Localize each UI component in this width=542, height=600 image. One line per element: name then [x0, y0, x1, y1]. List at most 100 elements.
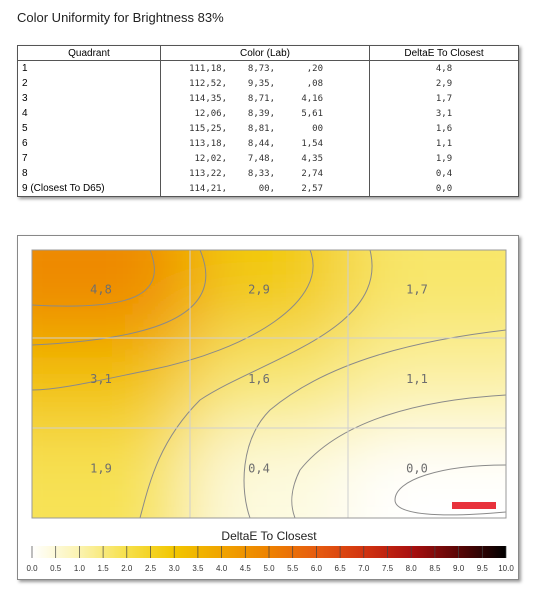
- value-label: 0,4: [248, 461, 270, 475]
- colorbar-tick-label: 2.5: [145, 564, 157, 573]
- lab-value: ,08: [306, 78, 323, 89]
- heat-cell: [190, 339, 348, 429]
- deltae-cell: 1,6: [369, 121, 519, 136]
- table-row: 9 (Closest To D65) 114,21, 00, 2,57 0,0: [17, 181, 519, 197]
- colorbar-tick-label: 0.5: [50, 564, 62, 573]
- table-row: 8 113,22, 8,33, 2,74 0,4: [17, 166, 519, 181]
- deltae-cell: 4,8: [369, 60, 519, 76]
- lab-value: 5,61: [301, 108, 323, 119]
- heat-cell: [348, 339, 506, 429]
- value-label: 1,6: [248, 372, 270, 386]
- lab-value: 12,02,: [194, 153, 227, 164]
- uniformity-table: Quadrant Color (Lab) DeltaE To Closest 1…: [17, 45, 519, 197]
- lab-value: 8,73,: [247, 63, 275, 74]
- deltae-cell: 1,9: [369, 151, 519, 166]
- contour: [291, 394, 506, 518]
- contour: [139, 250, 373, 518]
- color-cell: 112,52, 9,35, ,08: [160, 76, 370, 91]
- colorbar-tick-label: 2.0: [121, 564, 133, 573]
- colorbar-tick-label: 6.5: [335, 564, 347, 573]
- colorbar-tick-label: 0.0: [26, 564, 38, 573]
- colorbar-tick-label: 3.5: [192, 564, 204, 573]
- contours: [32, 250, 506, 518]
- value-label: 4,8: [90, 283, 112, 297]
- color-cell: 113,18, 8,44, 1,54: [160, 136, 370, 151]
- lab-value: 4,35: [301, 153, 323, 164]
- heatmap-area: [32, 250, 506, 518]
- lab-value: 114,35,: [189, 93, 227, 104]
- lab-value: 112,52,: [189, 78, 227, 89]
- colorbar-tick-label: 7.5: [382, 564, 394, 573]
- colorbar-tick-label: 1.0: [74, 564, 86, 573]
- contour: [32, 250, 155, 307]
- lab-value: 2,74: [301, 168, 323, 179]
- lab-value: 113,18,: [189, 138, 227, 149]
- table-row: 3 114,35, 8,71, 4,16 1,7: [17, 91, 519, 106]
- colorbar-title: DeltaE To Closest: [221, 529, 317, 543]
- header-row: Quadrant Color (Lab) DeltaE To Closest: [17, 45, 519, 61]
- colorbar-tick-label: 3.0: [169, 564, 181, 573]
- header-cell: DeltaE To Closest: [369, 45, 519, 61]
- value-label: 1,7: [406, 283, 428, 297]
- heat-cell: [32, 428, 190, 518]
- lab-value: 111,18,: [189, 63, 227, 74]
- lab-value: 9,35,: [247, 78, 275, 89]
- lab-value: 113,22,: [189, 168, 227, 179]
- colorbar-tick-label: 4.0: [216, 564, 228, 573]
- heat-cell: [348, 250, 506, 340]
- marker: [452, 502, 496, 509]
- lab-value: 1,54: [301, 138, 323, 149]
- lab-value: ,20: [306, 63, 323, 74]
- lab-value: 12,06,: [194, 108, 227, 119]
- lab-value: 8,81,: [247, 123, 275, 134]
- heat-cell: [190, 250, 348, 340]
- colorbar-tick-label: 8.5: [429, 564, 441, 573]
- value-label: 2,9: [248, 283, 270, 297]
- colorbar-tick-label: 9.5: [477, 564, 489, 573]
- color-cell: 12,06, 8,39, 5,61: [160, 106, 370, 121]
- deltae-cell: 3,1: [369, 106, 519, 121]
- value-label: 1,9: [90, 461, 112, 475]
- lab-value: 00: [312, 123, 323, 134]
- deltae-cell: 1,7: [369, 91, 519, 106]
- lab-value: 115,25,: [189, 123, 227, 134]
- contour: [32, 250, 207, 346]
- table-row: 7 12,02, 7,48, 4,35 1,9: [17, 151, 519, 166]
- color-cell: 113,22, 8,33, 2,74: [160, 166, 370, 181]
- lab-value: 00,: [258, 183, 275, 194]
- colorbar-tick-label: 7.0: [358, 564, 370, 573]
- contour: [32, 250, 314, 391]
- heatmap-panel: [17, 235, 519, 580]
- page-title: Color Uniformity for Brightness 83%: [17, 10, 224, 25]
- contour: [243, 329, 506, 518]
- grid: [32, 250, 506, 518]
- lab-value: 2,57: [301, 183, 323, 194]
- colorbar-tick-label: 8.0: [406, 564, 418, 573]
- value-label: 0,0: [406, 461, 428, 475]
- lab-value: 8,39,: [247, 108, 275, 119]
- table-row: 5 115,25, 8,81, 00 1,6: [17, 121, 519, 136]
- table-body: 1 111,18, 8,73, ,20 4,8 2 112,52, 9,35, ,08 2,9 3 1…: [17, 60, 519, 197]
- lab-value: 4,16: [301, 93, 323, 104]
- colorbar-tick-label: 10.0: [498, 564, 514, 573]
- plot-frame: [31, 249, 507, 519]
- contour: [394, 464, 506, 516]
- colorbar-tick-label: 1.5: [98, 564, 110, 573]
- color-cell: 114,21, 00, 2,57: [160, 181, 370, 197]
- table-row: 1 111,18, 8,73, ,20 4,8: [17, 60, 519, 76]
- colorbar-tick-label: 5.5: [287, 564, 299, 573]
- colorbar-tick-label: 4.5: [240, 564, 252, 573]
- value-label: 3,1: [90, 372, 112, 386]
- table-row: 4 12,06, 8,39, 5,61 3,1: [17, 106, 519, 121]
- deltae-cell: 0,0: [369, 181, 519, 197]
- colorbar-tick-label: 9.0: [453, 564, 465, 573]
- lab-value: 8,33,: [247, 168, 275, 179]
- deltae-cell: 1,1: [369, 136, 519, 151]
- color-cell: 114,35, 8,71, 4,16: [160, 91, 370, 106]
- lab-value: 8,44,: [247, 138, 275, 149]
- header-cell: Quadrant: [17, 45, 161, 61]
- table-row: 2 112,52, 9,35, ,08 2,9: [17, 76, 519, 91]
- deltae-cell: 2,9: [369, 76, 519, 91]
